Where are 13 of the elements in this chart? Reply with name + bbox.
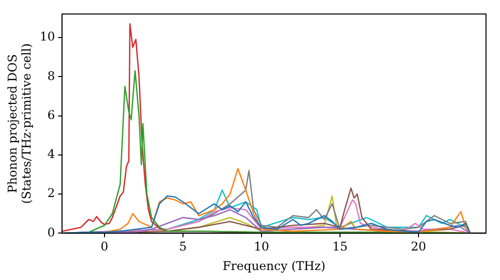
y-tick-label: 10 bbox=[40, 30, 56, 44]
x-tick-label: 10 bbox=[254, 240, 270, 254]
y-tick-label: 0 bbox=[47, 225, 56, 240]
y-tick-label: 4 bbox=[47, 147, 56, 162]
y-tick-label: 8 bbox=[47, 68, 56, 83]
x-axis-title: Frequency (THz) bbox=[222, 258, 326, 273]
y-axis-title: Phonon projected DOS (States/THz·primitive cell) bbox=[5, 43, 34, 204]
y-tick-label: 6 bbox=[47, 108, 56, 122]
x-tick-label: 15 bbox=[332, 240, 348, 254]
x-tick-label: 20 bbox=[410, 240, 426, 254]
x-tick-label: 5 bbox=[179, 240, 187, 254]
x-tick-label: 0 bbox=[100, 240, 108, 254]
y-tick-label: 2 bbox=[47, 186, 56, 200]
